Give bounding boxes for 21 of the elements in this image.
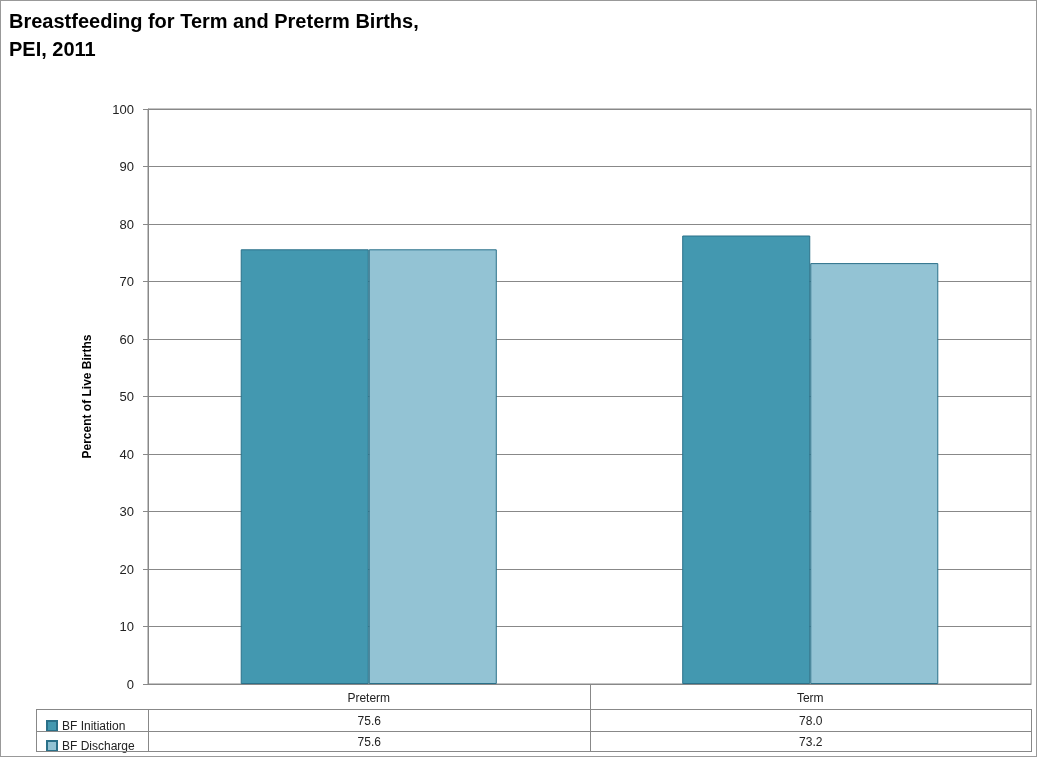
y-tick-label: 30 bbox=[119, 504, 134, 519]
y-tick-label: 60 bbox=[119, 331, 134, 347]
data-label: 78.0 bbox=[589, 709, 1032, 732]
y-tick-label: 50 bbox=[119, 389, 134, 404]
y-tick-label: 70 bbox=[119, 274, 134, 289]
x-tick-label: Term bbox=[796, 691, 824, 705]
y-tick-label: 90 bbox=[119, 159, 134, 174]
legend-label: BF Discharge bbox=[62, 739, 136, 753]
y-tick-label: 40 bbox=[119, 446, 134, 462]
y-axis-title: Percent of Live Births bbox=[80, 334, 94, 459]
data-label: 73.2 bbox=[589, 731, 1032, 752]
legend-label: BF Initiation bbox=[62, 719, 126, 733]
chart-title: Breastfeeding for Term and Preterm Births, PEI, 2011 bbox=[9, 9, 420, 62]
y-tick-label: 10 bbox=[119, 619, 134, 634]
x-tick-label: Preterm bbox=[347, 691, 391, 705]
y-tick-label: 80 bbox=[119, 216, 134, 232]
y-tick-label: 100 bbox=[112, 101, 134, 117]
data-label: 75.6 bbox=[148, 731, 591, 752]
y-tick-label: 0 bbox=[126, 676, 134, 692]
y-tick-label: 20 bbox=[119, 561, 134, 577]
data-label: 75.6 bbox=[148, 709, 591, 732]
